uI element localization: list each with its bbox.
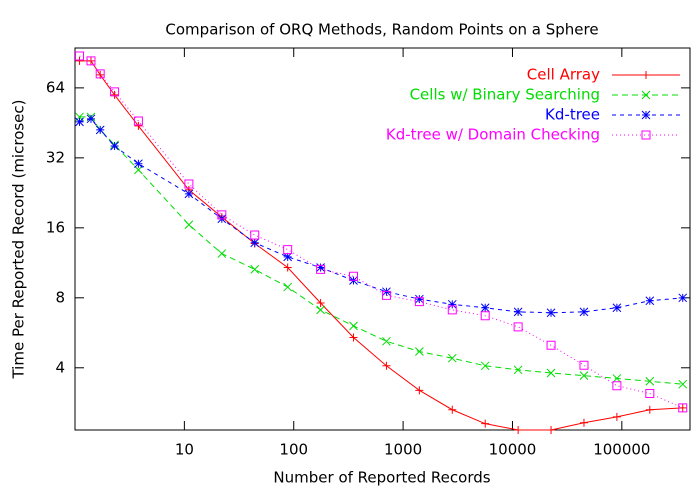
data-point [678, 379, 688, 389]
data-point [645, 389, 655, 399]
legend-marker [641, 130, 651, 140]
data-point [579, 307, 589, 317]
data-point [110, 141, 119, 151]
chart-title: Comparison of ORQ Methods, Random Points… [165, 21, 598, 39]
x-tick-label: 100000 [593, 441, 650, 459]
x-axis-label: Number of Reported Records [273, 469, 490, 487]
data-point [447, 353, 457, 363]
data-point [678, 293, 688, 303]
y-tick-label: 16 [46, 218, 65, 236]
data-point [645, 376, 655, 386]
legend-marker [641, 110, 651, 120]
data-point [184, 189, 194, 199]
legend-label: Cells w/ Binary Searching [410, 86, 600, 104]
data-point [86, 56, 96, 66]
data-point [349, 321, 358, 331]
data-point [95, 69, 105, 79]
data-point [75, 117, 84, 127]
data-point [316, 263, 325, 272]
data-point [250, 238, 260, 248]
data-point [86, 114, 96, 124]
series-line [79, 116, 683, 385]
data-point [546, 368, 556, 378]
data-point [184, 220, 194, 230]
legend-label: Kd-tree w/ Domain Checking [386, 126, 600, 144]
data-point [381, 290, 391, 300]
data-point [514, 426, 523, 434]
data-point [134, 121, 143, 130]
data-point [513, 322, 523, 332]
y-tick-label: 8 [55, 288, 65, 306]
data-point [448, 405, 457, 414]
data-point [645, 296, 655, 306]
data-point [382, 336, 391, 346]
data-point [612, 303, 622, 313]
data-point [547, 426, 556, 434]
legend-marker [642, 71, 650, 79]
data-point [316, 298, 325, 307]
data-point [414, 297, 424, 307]
data-point [283, 263, 292, 272]
data-point [349, 333, 358, 342]
x-tick-label: 10000 [489, 441, 537, 459]
y-axis-label: Time Per Reported Record (microsec) [10, 99, 28, 379]
data-point [415, 386, 424, 395]
data-point [283, 245, 293, 255]
data-point [250, 265, 260, 274]
data-point [110, 87, 120, 97]
data-point [546, 308, 556, 318]
data-point [415, 294, 424, 304]
data-point [217, 249, 227, 258]
data-point [678, 403, 688, 413]
data-point [513, 307, 523, 317]
data-point [447, 299, 457, 309]
data-point [415, 347, 424, 356]
data-point [480, 361, 490, 371]
data-point [184, 179, 194, 189]
x-tick-label: 100 [279, 441, 308, 459]
data-point [217, 210, 227, 220]
data-point [133, 116, 143, 126]
data-point [546, 340, 556, 350]
legend-label: Cell Array [527, 66, 600, 84]
data-point [645, 405, 654, 414]
data-point [110, 90, 119, 99]
legend-marker [641, 90, 651, 100]
data-point [316, 305, 325, 315]
series-line [79, 118, 683, 314]
data-point [283, 282, 293, 292]
data-point [349, 271, 359, 281]
data-point [134, 165, 143, 175]
y-tick-label: 4 [55, 358, 65, 376]
legend-label: Kd-tree [545, 106, 600, 124]
data-point [75, 56, 84, 65]
data-point [579, 418, 588, 427]
data-point [250, 230, 260, 240]
data-point [283, 252, 293, 262]
data-point [579, 371, 589, 381]
x-tick-label: 1000 [384, 441, 422, 459]
data-point [447, 305, 457, 315]
data-point [612, 374, 622, 383]
x-tick-label: 10 [175, 441, 194, 459]
data-point [75, 51, 85, 61]
data-point [612, 381, 622, 391]
y-tick-label: 64 [46, 78, 65, 96]
data-point [579, 360, 589, 370]
data-point [678, 403, 687, 412]
data-point [480, 311, 490, 321]
data-point [134, 159, 143, 169]
data-point [95, 125, 105, 135]
y-tick-label: 32 [46, 148, 65, 166]
data-point [481, 419, 490, 428]
data-point [480, 303, 490, 313]
data-point [612, 412, 621, 421]
data-point [316, 264, 326, 274]
data-point [382, 361, 391, 370]
plot-frame [74, 47, 691, 431]
data-point [513, 365, 523, 375]
